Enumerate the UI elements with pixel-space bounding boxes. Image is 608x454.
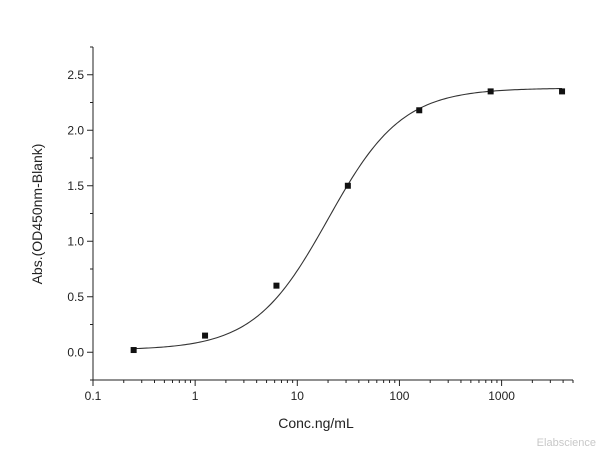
y-tick-label: 1.0 bbox=[67, 234, 84, 248]
y-axis-title: Abs.(OD450nm-Blank) bbox=[29, 144, 45, 285]
fit-curve bbox=[133, 87, 563, 350]
x-axis-title: Conc.ng/mL bbox=[278, 415, 354, 431]
x-tick-label: 10 bbox=[291, 389, 305, 403]
data-point bbox=[416, 107, 423, 114]
watermark: Elabscience bbox=[537, 437, 596, 449]
y-tick-label: 2.0 bbox=[67, 123, 84, 137]
data-points bbox=[130, 88, 566, 354]
y-tick-label: 0.5 bbox=[67, 290, 84, 304]
y-tick-label: 1.5 bbox=[67, 179, 84, 193]
x-tick-label: 1 bbox=[192, 389, 199, 403]
data-point bbox=[130, 347, 137, 354]
tick-labels: 0.0 0.5 1.0 1.5 2.0 2.5 0.1 1 10 100 1000 bbox=[67, 68, 515, 403]
x-tick-label: 0.1 bbox=[85, 389, 102, 403]
data-point bbox=[487, 88, 494, 95]
x-tick-label: 100 bbox=[389, 389, 409, 403]
axes bbox=[87, 46, 574, 386]
data-point bbox=[344, 182, 351, 189]
y-tick-label: 0.0 bbox=[67, 345, 84, 359]
data-point bbox=[559, 88, 566, 95]
y-tick-label: 2.5 bbox=[67, 68, 84, 82]
data-point bbox=[202, 332, 209, 339]
data-point bbox=[273, 282, 280, 289]
x-tick-label: 1000 bbox=[488, 389, 515, 403]
